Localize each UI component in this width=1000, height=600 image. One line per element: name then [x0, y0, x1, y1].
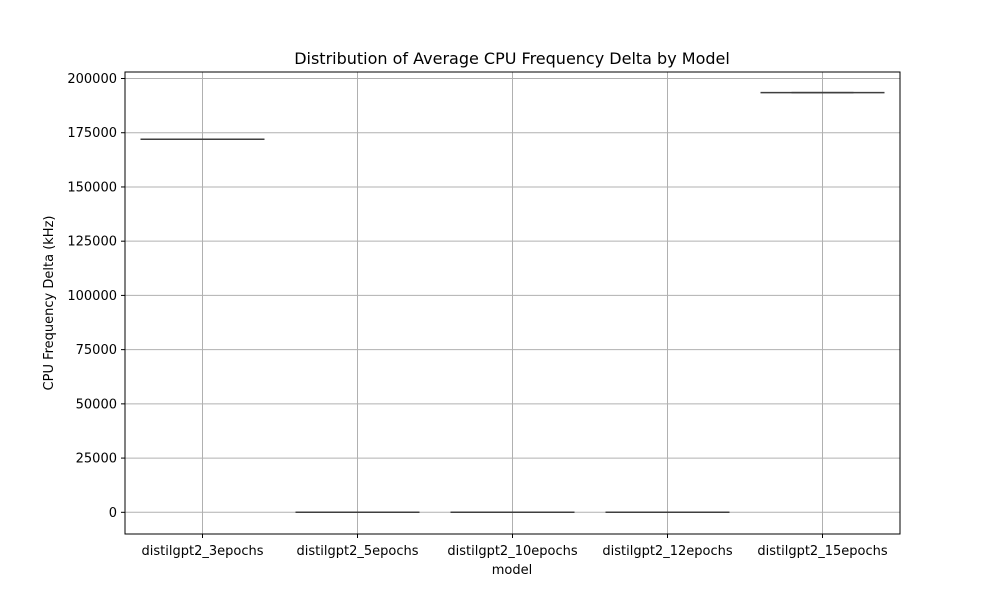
- y-tick-label: 75000: [76, 343, 117, 358]
- y-tick-label: 125000: [67, 235, 117, 250]
- y-tick-label: 200000: [67, 72, 117, 87]
- y-tick-label: 150000: [67, 180, 117, 195]
- chart-title: Distribution of Average CPU Frequency De…: [294, 49, 730, 68]
- y-axis: 0 25000 50000 75000 100000 125000 150000 175000…: [67, 72, 125, 521]
- x-tick-label: distilgpt2_5epochs: [297, 544, 419, 559]
- y-tick-label: 100000: [67, 289, 117, 304]
- x-tick-label: distilgpt2_12epochs: [602, 544, 732, 559]
- y-tick-label: 0: [109, 506, 117, 521]
- boxes: [140, 91, 885, 514]
- y-tick-label: 175000: [67, 126, 117, 141]
- y-tick-label: 50000: [76, 397, 117, 412]
- y-tick-label: 25000: [76, 452, 117, 467]
- x-tick-label: distilgpt2_10epochs: [447, 544, 577, 559]
- y-axis-label: CPU Frequency Delta (kHz): [42, 216, 57, 391]
- x-tick-label: distilgpt2_3epochs: [142, 544, 264, 559]
- x-tick-label: distilgpt2_15epochs: [757, 544, 887, 559]
- x-axis: distilgpt2_3epochs distilgpt2_5epochs dist…: [142, 534, 888, 559]
- grid: [125, 72, 900, 534]
- x-axis-label: model: [492, 563, 532, 578]
